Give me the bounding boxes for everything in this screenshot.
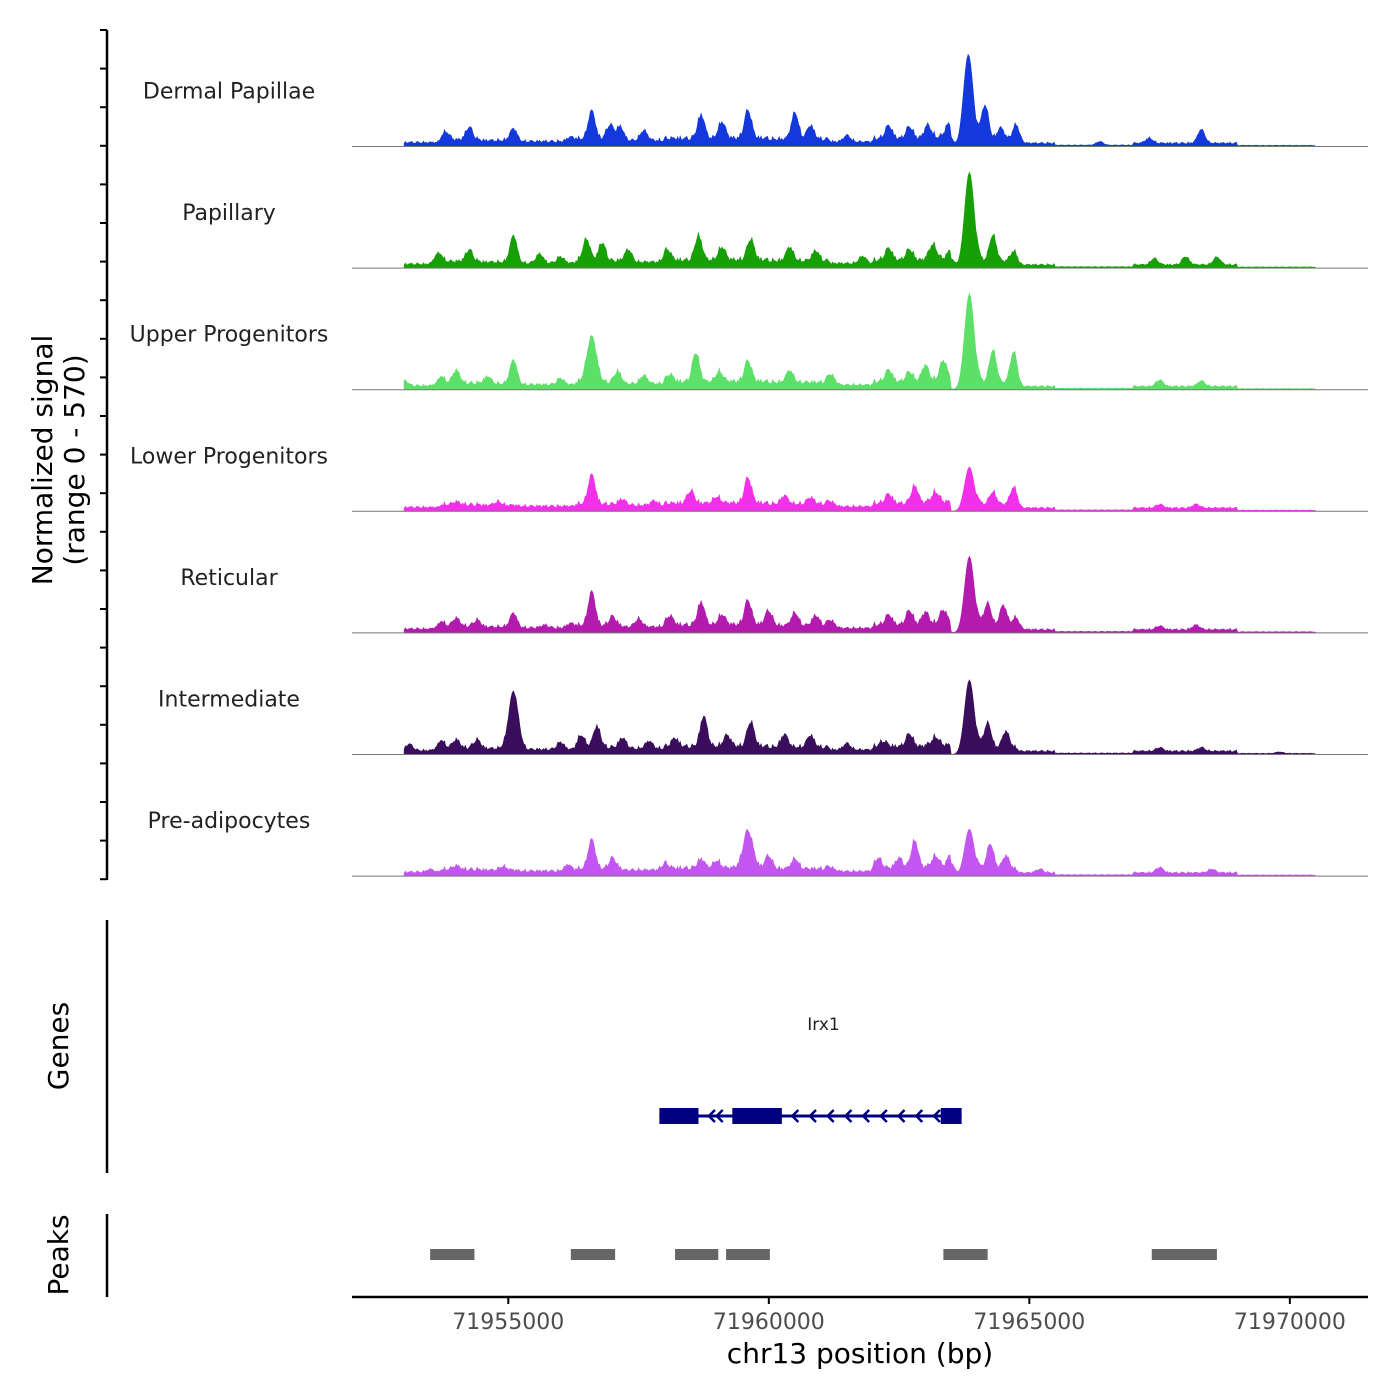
- genes-track: Irx1: [659, 1015, 962, 1124]
- signal-tracks: Dermal Papillae Papillary Upper Progenitor…: [130, 53, 1368, 877]
- gene-exon: [732, 1108, 782, 1124]
- track-label: Intermediate: [158, 688, 300, 713]
- track-label: Papillary: [182, 201, 276, 226]
- strand-arrow: [879, 1109, 888, 1123]
- peak-region: [430, 1249, 475, 1260]
- strand-arrow: [932, 1109, 941, 1123]
- strand-arrow: [808, 1109, 817, 1123]
- peaks-track-label: Peaks: [42, 1214, 75, 1295]
- strand-arrow: [790, 1109, 800, 1123]
- coverage-area: [403, 466, 1317, 512]
- genes-track-label: Genes: [42, 1002, 75, 1090]
- track-label: Lower Progenitors: [130, 444, 328, 469]
- x-axis-title: chr13 position (bp): [727, 1337, 993, 1370]
- strand-arrow: [843, 1109, 853, 1123]
- peak-region: [1151, 1249, 1217, 1260]
- gene-exon: [940, 1108, 962, 1124]
- track-label: Pre-adipocytes: [148, 809, 311, 834]
- track-label: Reticular: [180, 566, 278, 591]
- track-label: Dermal Papillae: [143, 80, 315, 105]
- coverage-area: [403, 171, 1317, 269]
- peaks-track: [430, 1249, 1217, 1260]
- coverage-area: [403, 679, 1317, 755]
- gene-exon: [659, 1108, 699, 1124]
- x-tick-label: 71965000: [973, 1310, 1085, 1335]
- peak-region: [570, 1249, 616, 1260]
- x-tick-label: 71970000: [1234, 1310, 1346, 1335]
- coverage-area: [403, 828, 1317, 877]
- peak-region: [675, 1249, 719, 1260]
- peak-region: [726, 1249, 770, 1260]
- strand-arrow: [914, 1109, 924, 1123]
- strand-arrow: [825, 1109, 835, 1123]
- x-tick-label: 71960000: [713, 1310, 825, 1335]
- strand-arrow: [714, 1109, 724, 1123]
- strand-arrow: [707, 1109, 716, 1123]
- coverage-area: [403, 555, 1317, 634]
- coverage-area: [403, 293, 1317, 390]
- y-axis-subtitle: (range 0 - 570): [58, 354, 91, 565]
- strand-arrow: [861, 1109, 871, 1123]
- x-axis: 71955000 71960000 71965000 71970000: [352, 1295, 1368, 1335]
- track-label: Upper Progenitors: [130, 323, 329, 348]
- coverage-area: [403, 53, 1317, 147]
- peak-region: [943, 1249, 988, 1260]
- x-tick-label: 71955000: [452, 1310, 564, 1335]
- gene-name-label: Irx1: [807, 1015, 839, 1035]
- y-axis-title: Normalized signal: [26, 335, 59, 586]
- signal-y-axis: [100, 29, 109, 881]
- strand-arrow: [896, 1109, 906, 1123]
